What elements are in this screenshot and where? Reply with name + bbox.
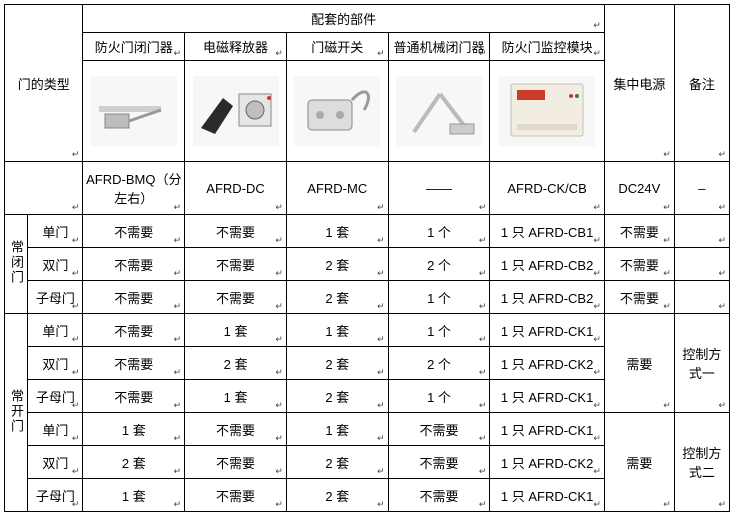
group-no: 常开门 [5,314,28,512]
cell: 1 只 AFRD-CK1↵ [490,380,604,413]
cell: 1 个↵ [388,380,490,413]
cell: 不需要↵ [185,215,287,248]
cell: 不需要↵ [388,479,490,512]
no1-psu: 需要↵ [604,314,674,413]
cell: 不需要↵ [185,281,287,314]
header-remarks: 备注 ↵ [674,5,729,162]
cell: 2 套↵ [83,446,185,479]
cell: ↵ [674,215,729,248]
cell: 不需要↵ [185,248,287,281]
img-release [185,61,287,162]
cell: 2 套↵ [286,248,388,281]
cell: 不需要↵ [604,215,674,248]
cell: 不需要↵ [185,446,287,479]
cell: 2 套↵ [286,347,388,380]
cell: 1 套↵ [185,314,287,347]
header-components: 配套的部件 ↵ [83,5,604,33]
fire-door-components-table: 门的类型 ↵ 配套的部件 ↵ 集中电源 ↵ 备注 ↵ 防火门闭门器↵ 电磁释放器… [4,4,730,512]
no1-double: 双门↵ [28,347,83,380]
cell: 1 套↵ [286,215,388,248]
col-magnet-name: 门磁开关↵ [286,33,388,61]
cell: 1 只 AFRD-CK1↵ [490,479,604,512]
cell: 2 套↵ [286,446,388,479]
cell: 2 套↵ [286,281,388,314]
col-closer-name: 防火门闭门器↵ [83,33,185,61]
img-monitor [490,61,604,162]
cell: ↵ [674,248,729,281]
cell: 2 个↵ [388,347,490,380]
no2-remarks: 控制方式二↵ [674,413,729,512]
model-remarks: –↵ [674,162,729,215]
no2-double: 双门↵ [28,446,83,479]
no2-childmother: 子母门↵ [28,479,83,512]
cell: 不需要↵ [83,380,185,413]
no1-childmother: 子母门↵ [28,380,83,413]
cell: 2 套↵ [286,479,388,512]
img-magnet [286,61,388,162]
cell: 不需要↵ [83,248,185,281]
cell: 不需要↵ [83,347,185,380]
cell: 不需要↵ [83,281,185,314]
cell: 2 套↵ [286,380,388,413]
model-magnet: AFRD-MC↵ [286,162,388,215]
cell: 不需要↵ [83,215,185,248]
cell: 1 只 AFRD-CB2↵ [490,281,604,314]
col-release-name: 电磁释放器↵ [185,33,287,61]
model-mech: ——↵ [388,162,490,215]
img-mech [388,61,490,162]
cell: 不需要↵ [604,281,674,314]
group-nc: 常闭门 [5,215,28,314]
nc-single: 单门↵ [28,215,83,248]
cell: 1 个↵ [388,281,490,314]
model-release: AFRD-DC↵ [185,162,287,215]
blank-corner: ↵ [5,162,83,215]
cell: 1 只 AFRD-CB1↵ [490,215,604,248]
header-psu: 集中电源 ↵ [604,5,674,162]
cell: 1 只 AFRD-CK1↵ [490,413,604,446]
header-door-type: 门的类型 ↵ [5,5,83,162]
cell: 1 只 AFRD-CK2↵ [490,347,604,380]
cell: 1 个↵ [388,215,490,248]
no2-single: 单门↵ [28,413,83,446]
col-monitor-name: 防火门监控模块↵ [490,33,604,61]
cell: 2 个↵ [388,248,490,281]
model-psu: DC24V↵ [604,162,674,215]
col-mech-name: 普通机械闭门器↵ [388,33,490,61]
cell: 不需要↵ [83,314,185,347]
cell: 不需要↵ [388,446,490,479]
cell: 2 套↵ [185,347,287,380]
cell: 1 个↵ [388,314,490,347]
cell: 1 套↵ [286,413,388,446]
no1-single: 单门↵ [28,314,83,347]
img-closer [83,61,185,162]
cell: 1 套↵ [286,314,388,347]
nc-childmother: 子母门↵ [28,281,83,314]
no1-remarks: 控制方式一↵ [674,314,729,413]
cell: 1 套↵ [83,413,185,446]
model-monitor: AFRD-CK/CB↵ [490,162,604,215]
model-closer: AFRD-BMQ（分左右）↵ [83,162,185,215]
header-row-models: ↵ AFRD-BMQ（分左右）↵ AFRD-DC↵ AFRD-MC↵ ——↵ A… [5,162,730,215]
header-row-1: 门的类型 ↵ 配套的部件 ↵ 集中电源 ↵ 备注 ↵ [5,5,730,33]
cell: ↵ [674,281,729,314]
cell: 不需要↵ [388,413,490,446]
cell: 不需要↵ [604,248,674,281]
cell: 1 套↵ [185,380,287,413]
nc-double: 双门↵ [28,248,83,281]
cell: 不需要↵ [185,479,287,512]
no2-psu: 需要↵ [604,413,674,512]
cell: 1 只 AFRD-CB2↵ [490,248,604,281]
cell: 不需要↵ [185,413,287,446]
cell: 1 只 AFRD-CK2↵ [490,446,604,479]
cell: 1 只 AFRD-CK1↵ [490,314,604,347]
cell: 1 套↵ [83,479,185,512]
